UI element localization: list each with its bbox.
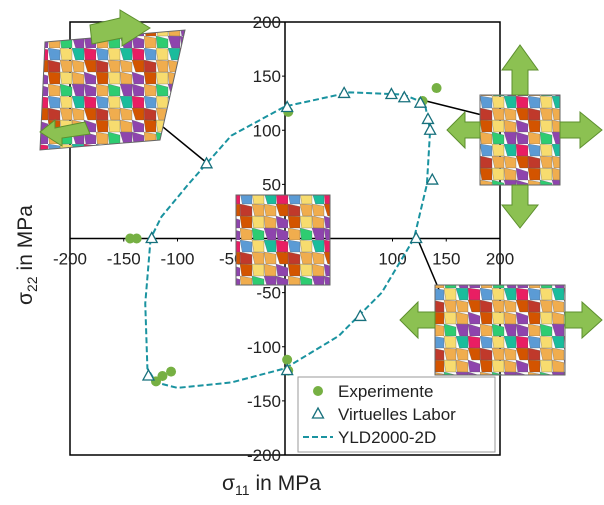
point [157,371,167,381]
y-tick-label: 50 [262,175,281,194]
y-label: σ22 in MPa [14,205,40,305]
y-tick-label: -150 [247,392,281,411]
point [355,310,366,320]
x-tick-label: 150 [432,250,460,269]
point [399,92,410,102]
chart: -200-150-100-50100150200-200-150-100-505… [0,0,604,500]
y-tick-label: -200 [247,446,281,465]
arrow [560,112,602,148]
arrow [502,185,538,228]
legend-label: Virtuelles Labor [338,405,456,424]
x-tick-label: 200 [486,250,514,269]
specimen-biaxial [480,95,560,185]
specimen-cube [236,195,330,285]
y-tick-label: 150 [253,67,281,86]
axis-unit: in MPa [14,205,37,271]
point [425,124,436,134]
point [432,83,442,93]
page: {"chart_data": {"type": "scatter", "x_la… [0,0,604,505]
connector [422,100,486,116]
arrow [400,302,435,338]
y-tick-label: 200 [253,13,281,32]
specimens [40,10,602,375]
legend-label: Experimente [338,382,433,401]
legend: Experimente Virtuelles Labor YLD2000-2D [298,377,495,452]
point [146,233,157,243]
point [132,234,142,244]
y-tick-label: -50 [256,284,281,303]
point [422,113,433,123]
axis-subscript: 11 [235,482,250,498]
x-tick-label: -150 [107,250,141,269]
point [427,174,438,184]
x-tick-label: -200 [53,250,87,269]
axis-symbol: σ [222,472,235,495]
point [339,87,350,97]
x-tick-label: -100 [160,250,194,269]
legend-swatch [313,386,323,396]
legend-label: YLD2000-2D [338,428,436,447]
y-tick-label: 100 [253,121,281,140]
point [411,233,422,243]
y-tick-label: -100 [247,338,281,357]
point [166,367,176,377]
x-label: σ11 in MPa [222,472,321,498]
axis-subscript: 22 [24,276,40,292]
specimen-uniaxial [435,285,565,375]
axis-symbol: σ [14,292,37,305]
arrow [447,112,480,148]
arrow [502,45,538,95]
arrow [565,302,602,338]
axis-unit: in MPa [256,472,322,495]
